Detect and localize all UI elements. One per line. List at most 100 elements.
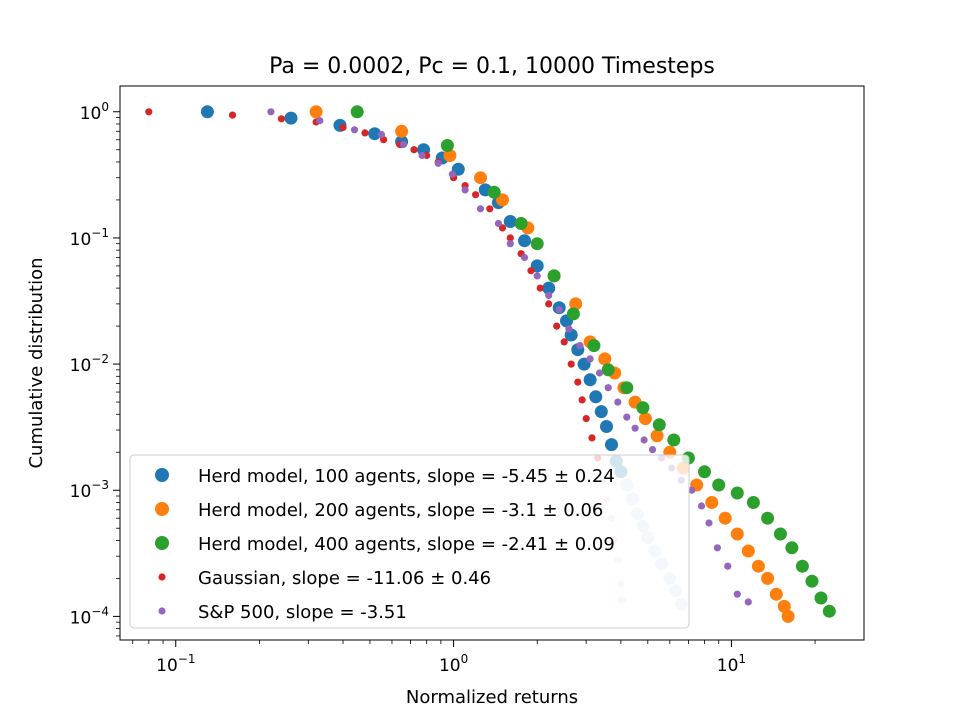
data-point-series-5 xyxy=(688,486,696,494)
tick-base: 10 xyxy=(156,656,178,676)
data-point-series-4 xyxy=(339,123,347,132)
tick-exponent: −2 xyxy=(91,352,109,366)
legend-label: Herd model, 200 agents, slope = -3.1 ± 0… xyxy=(198,500,603,521)
data-point-series-3 xyxy=(730,486,744,500)
data-point-series-5 xyxy=(494,219,502,228)
data-point-series-5 xyxy=(614,398,622,406)
data-point-series-2 xyxy=(777,599,791,613)
data-point-series-2 xyxy=(638,412,652,426)
data-point-series-4 xyxy=(410,146,418,154)
tick-exponent: −1 xyxy=(178,652,196,666)
data-point-series-3 xyxy=(795,559,809,573)
data-point-series-1 xyxy=(583,373,597,387)
data-point-series-2 xyxy=(761,571,775,585)
x-axis-label: Normalized returns xyxy=(406,687,578,708)
data-point-series-3 xyxy=(620,381,634,395)
data-point-series-5 xyxy=(476,205,485,213)
legend-label: Herd model, 100 agents, slope = -5.45 ± … xyxy=(198,466,615,487)
data-point-series-4 xyxy=(527,267,535,275)
tick-base: 10 xyxy=(70,482,92,502)
data-point-series-4 xyxy=(588,434,596,442)
data-point-series-1 xyxy=(605,438,618,452)
data-point-series-5 xyxy=(713,544,722,552)
data-point-series-3 xyxy=(530,237,544,251)
data-point-series-3 xyxy=(761,511,775,525)
data-point-series-3 xyxy=(746,496,760,509)
data-point-series-2 xyxy=(650,429,664,443)
data-point-series-3 xyxy=(785,541,799,555)
data-point-series-2 xyxy=(730,527,744,541)
data-point-series-5 xyxy=(506,240,514,248)
data-point-series-5 xyxy=(733,590,741,598)
data-point-series-4 xyxy=(545,300,553,308)
data-point-series-5 xyxy=(533,272,541,280)
data-point-series-4 xyxy=(536,284,544,292)
data-point-series-3 xyxy=(566,307,580,321)
data-point-series-5 xyxy=(631,424,639,432)
data-point-series-5 xyxy=(418,151,426,160)
data-point-series-5 xyxy=(350,126,359,134)
data-point-series-2 xyxy=(395,124,409,138)
data-point-series-5 xyxy=(623,413,631,421)
data-point-series-3 xyxy=(773,527,787,541)
data-point-series-2 xyxy=(309,105,323,119)
y-tick-label: 10−1 xyxy=(70,226,109,250)
data-point-series-4 xyxy=(506,234,514,242)
tick-exponent: 1 xyxy=(738,652,746,666)
legend-marker xyxy=(158,573,166,581)
data-point-series-2 xyxy=(474,171,487,185)
data-point-series-2 xyxy=(751,559,765,573)
data-point-series-5 xyxy=(545,291,553,299)
data-points-layer xyxy=(145,105,836,623)
y-tick-label: 10−2 xyxy=(70,352,109,376)
data-point-series-5 xyxy=(565,325,573,333)
tick-base: 10 xyxy=(70,230,92,250)
data-point-series-5 xyxy=(724,562,732,570)
data-point-series-4 xyxy=(145,108,153,116)
data-point-series-1 xyxy=(200,105,214,119)
tick-base: 10 xyxy=(70,356,92,376)
data-point-series-3 xyxy=(440,139,454,152)
data-point-series-5 xyxy=(697,502,706,510)
data-point-series-1 xyxy=(284,111,298,125)
y-tick-label: 10−3 xyxy=(70,478,109,502)
data-point-series-4 xyxy=(228,111,237,119)
data-point-series-2 xyxy=(496,193,509,207)
data-point-series-1 xyxy=(518,234,531,248)
tick-exponent: −4 xyxy=(91,604,109,618)
data-point-series-5 xyxy=(316,117,324,125)
data-point-series-2 xyxy=(705,496,719,509)
data-point-series-5 xyxy=(744,598,752,606)
data-point-series-3 xyxy=(487,185,501,199)
tick-base: 10 xyxy=(717,656,739,676)
data-point-series-3 xyxy=(822,604,836,618)
y-axis-label: Cumulative distribution xyxy=(26,257,47,468)
data-point-series-3 xyxy=(805,574,819,588)
tick-base: 10 xyxy=(80,104,102,124)
data-point-series-5 xyxy=(434,159,442,167)
data-point-series-1 xyxy=(503,215,517,228)
data-point-series-1 xyxy=(589,390,603,404)
data-point-series-1 xyxy=(594,405,608,419)
data-point-series-5 xyxy=(648,446,657,454)
data-point-series-5 xyxy=(595,369,604,377)
data-point-series-3 xyxy=(698,465,711,479)
y-tick-label: 100 xyxy=(80,100,109,124)
data-point-series-3 xyxy=(547,269,561,283)
legend-marker xyxy=(155,502,169,516)
legend-label: S&P 500, slope = -3.51 xyxy=(198,602,407,623)
x-tick-label: 100 xyxy=(439,652,468,676)
x-tick-label: 101 xyxy=(717,652,746,676)
chart-title: Pa = 0.0002, Pc = 0.1, 10000 Timesteps xyxy=(269,54,715,79)
tick-base: 10 xyxy=(70,608,92,628)
data-point-series-5 xyxy=(448,170,456,178)
tick-exponent: −1 xyxy=(91,226,109,240)
data-point-series-2 xyxy=(718,511,732,525)
legend-entries: Herd model, 100 agents, slope = -5.45 ± … xyxy=(155,466,615,623)
data-point-series-2 xyxy=(781,609,795,623)
data-point-series-5 xyxy=(555,306,563,314)
data-point-series-3 xyxy=(514,217,528,230)
